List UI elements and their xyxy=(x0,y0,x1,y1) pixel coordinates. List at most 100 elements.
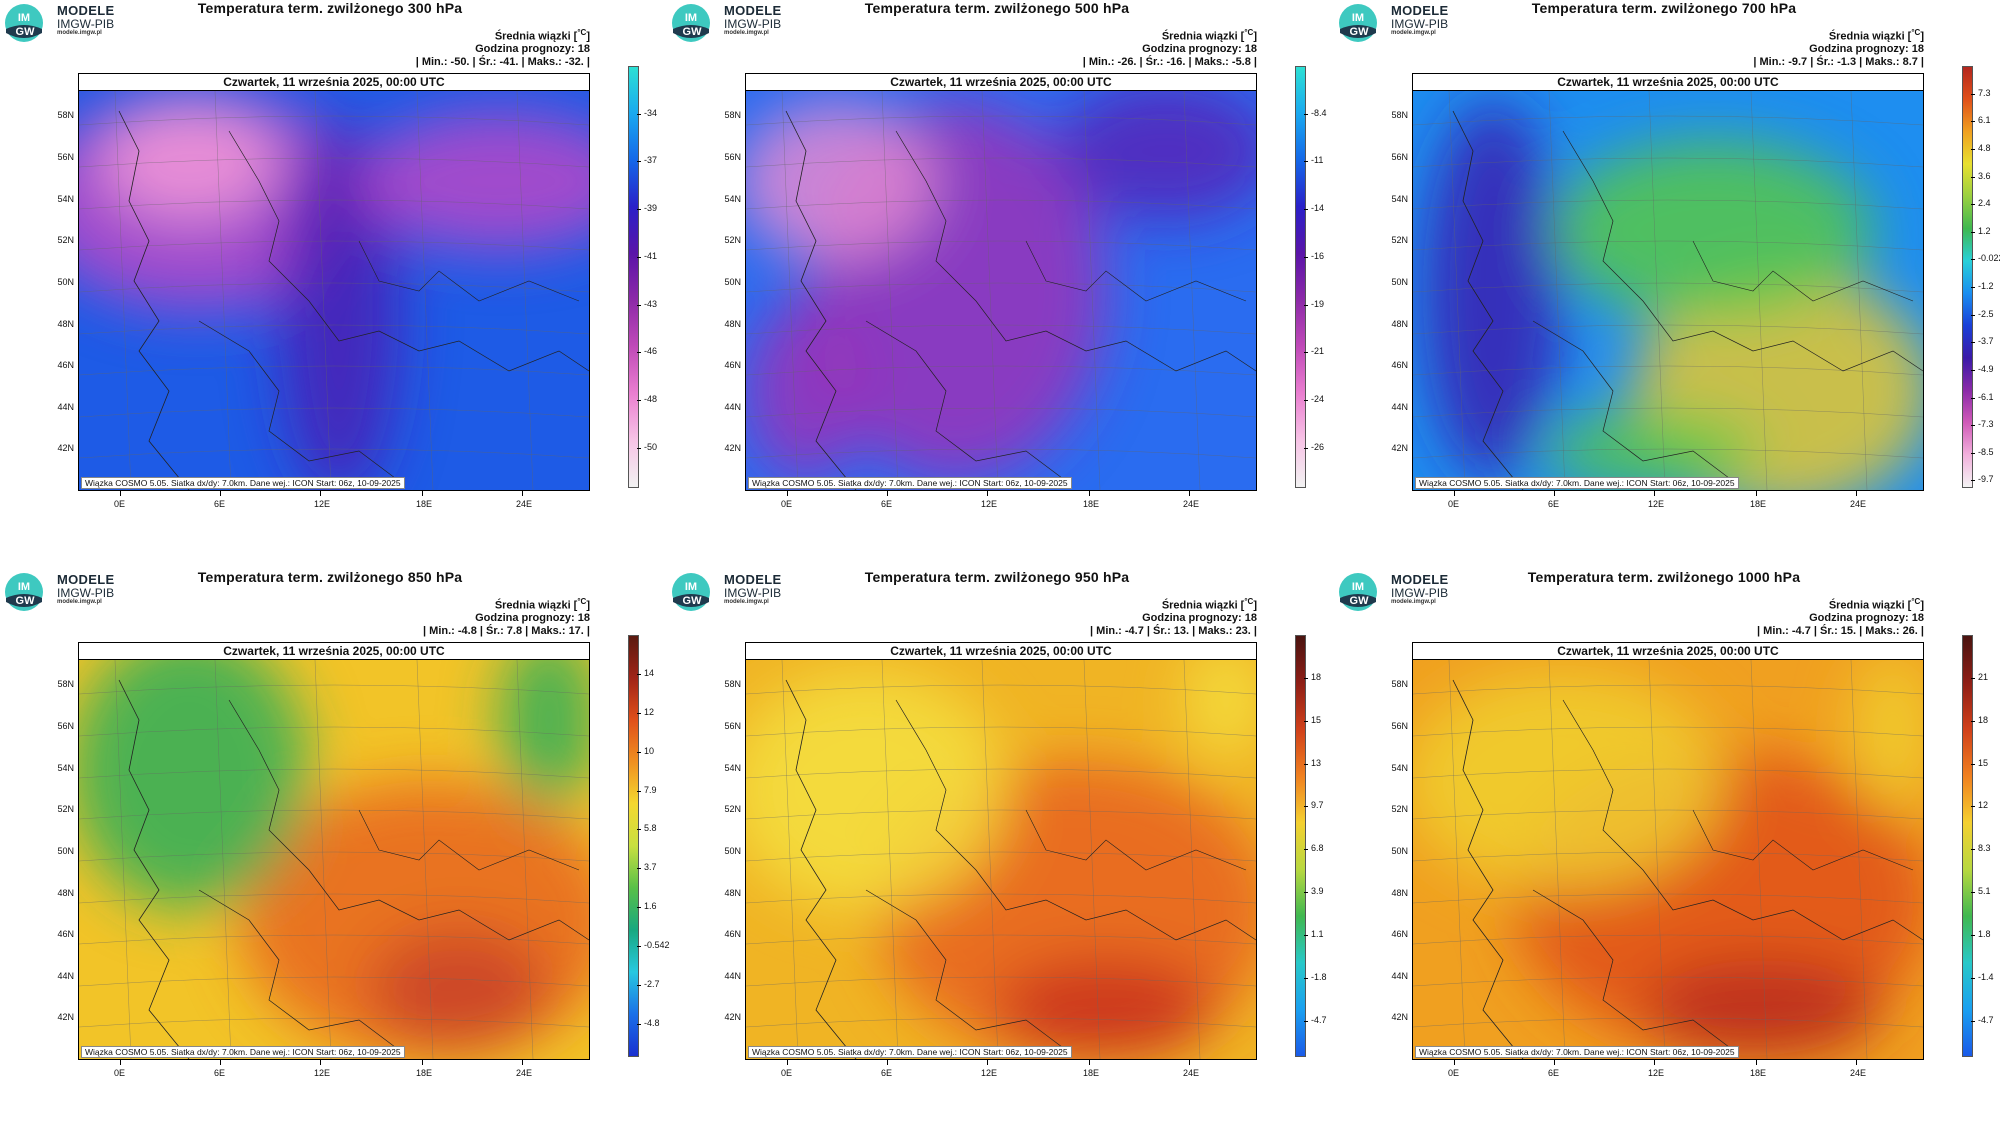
longitude-label: 24E xyxy=(1183,1068,1200,1078)
brand-name: MODELE xyxy=(57,572,115,587)
colorbar-label: 7.9 xyxy=(644,784,657,795)
brand-block: MODELE IMGW-PIB modele.imgw.pl xyxy=(724,4,781,37)
colorbar-label: -7.3 xyxy=(1978,419,1994,430)
model-footer: Wiązka COSMO 5.05. Siatka dx/dy: 7.0km. … xyxy=(748,1046,1072,1058)
latitude-label: 44N xyxy=(57,971,74,981)
temperature-field-map[interactable] xyxy=(79,660,589,1059)
date-bar: Czwartek, 11 września 2025, 00:00 UTC xyxy=(79,643,589,660)
forecast-panel: IM GW MODELE IMGW-PIB modele.imgw.pl Temperat… xyxy=(667,0,1333,568)
latitude-label: 44N xyxy=(57,402,74,412)
colorbar-tick xyxy=(637,113,641,115)
colorbar-tick xyxy=(637,868,641,870)
temperature-field-map[interactable] xyxy=(746,660,1256,1059)
forecast-hour: Godzina prognozy: 18 xyxy=(1142,612,1257,625)
longitude-label: 24E xyxy=(1183,499,1200,509)
temperature-field-map[interactable] xyxy=(746,91,1256,490)
colorbar-label: -46 xyxy=(644,346,658,357)
latitude-label: 44N xyxy=(1391,402,1408,412)
longitude-label: 6E xyxy=(214,499,226,509)
brand-block: MODELE IMGW-PIB modele.imgw.pl xyxy=(724,573,781,606)
colorbar-label: -37 xyxy=(644,155,658,166)
brand-url: modele.imgw.pl xyxy=(57,30,102,37)
longitude-label: 6E xyxy=(881,499,893,509)
latitude-label: 52N xyxy=(1391,804,1408,814)
colorbar-tick xyxy=(1304,447,1308,449)
temperature-field-map[interactable] xyxy=(1413,91,1923,490)
latitude-label: 54N xyxy=(724,194,741,204)
panel-title: Temperatura term. zwilżonego 850 hPa xyxy=(197,569,463,585)
brand-block: MODELE IMGW-PIB modele.imgw.pl xyxy=(1391,573,1448,606)
colorbar-tick xyxy=(1304,113,1308,115)
longitude-label: 12E xyxy=(981,499,998,509)
min-mean-max: | Min.: -4.7 | Śr.: 13. | Maks.: 23. | xyxy=(1090,624,1257,637)
imgw-logo-icon: IM GW xyxy=(672,4,710,42)
colorbar-tick xyxy=(1971,148,1975,150)
latitude-label: 52N xyxy=(724,804,741,814)
colorbar-label: -24 xyxy=(1311,394,1325,405)
latitude-label: 52N xyxy=(57,804,74,814)
mean-label-suffix: ] xyxy=(1920,30,1924,43)
colorbar-label: -8.4 xyxy=(1311,107,1327,118)
colorbar-label: -16 xyxy=(1311,250,1325,261)
longitude-label: 0E xyxy=(781,1068,793,1078)
map-frame[interactable]: Czwartek, 11 września 2025, 00:00 UTC Wią… xyxy=(745,73,1257,491)
colorbar-tick xyxy=(1304,806,1308,808)
latitude-label: 54N xyxy=(1391,763,1408,773)
stats-block: Średnia wiązki [°C] Godzina prognozy: 18 |… xyxy=(1083,28,1257,69)
latitude-label: 42N xyxy=(724,443,741,453)
model-footer: Wiązka COSMO 5.05. Siatka dx/dy: 7.0km. … xyxy=(748,477,1072,489)
colorbar-label: -39 xyxy=(644,203,658,214)
latitude-label: 58N xyxy=(724,110,741,120)
mean-label-prefix: Średnia wiązki [ xyxy=(494,599,578,612)
longitude-label: 12E xyxy=(981,1068,998,1078)
colorbar-label: 18 xyxy=(1978,714,1989,725)
map-frame[interactable]: Czwartek, 11 września 2025, 00:00 UTC Wią… xyxy=(78,642,590,1060)
temperature-field-map[interactable] xyxy=(79,91,589,490)
longitude-label: 18E xyxy=(1750,1068,1767,1078)
svg-text:IM: IM xyxy=(685,581,697,593)
colorbar-label: 3.6 xyxy=(1978,170,1991,181)
colorbar-tick xyxy=(637,829,641,831)
colorbar-label: 8.3 xyxy=(1978,843,1991,854)
longitude-label: 0E xyxy=(114,1068,126,1078)
longitude-tick xyxy=(787,1059,788,1065)
temperature-field-map[interactable] xyxy=(1413,660,1923,1059)
date-bar: Czwartek, 11 września 2025, 00:00 UTC xyxy=(746,74,1256,91)
colorbar-tick xyxy=(1971,176,1975,178)
map-frame[interactable]: Czwartek, 11 września 2025, 00:00 UTC Wią… xyxy=(1412,73,1924,491)
longitude-tick xyxy=(1856,1059,1857,1065)
colorbar-tick xyxy=(1304,977,1308,979)
longitude-tick xyxy=(422,490,423,496)
colorbar-tick xyxy=(1971,204,1975,206)
forecast-panel: IM GW MODELE IMGW-PIB modele.imgw.pl Temperat… xyxy=(0,0,666,568)
colorbar-tick xyxy=(637,907,641,909)
colorbar xyxy=(1962,66,1973,488)
longitude-label: 6E xyxy=(1548,499,1560,509)
latitude-label: 50N xyxy=(724,277,741,287)
map-frame[interactable]: Czwartek, 11 września 2025, 00:00 UTC Wią… xyxy=(78,73,590,491)
forecast-hour: Godzina prognozy: 18 xyxy=(475,612,590,625)
min-mean-max: | Min.: -4.7 | Śr.: 15. | Maks.: 26. | xyxy=(1757,624,1924,637)
map-frame[interactable]: Czwartek, 11 września 2025, 00:00 UTC Wią… xyxy=(1412,642,1924,1060)
colorbar-tick xyxy=(1971,763,1975,765)
latitude-label: 48N xyxy=(724,319,741,329)
latitude-label: 50N xyxy=(57,846,74,856)
longitude-tick xyxy=(1189,490,1190,496)
latitude-label: 56N xyxy=(724,152,741,162)
latitude-label: 42N xyxy=(1391,1012,1408,1022)
longitude-tick xyxy=(1654,490,1655,496)
brand-org: IMGW-PIB xyxy=(724,585,782,600)
latitude-label: 58N xyxy=(1391,110,1408,120)
min-mean-max: | Min.: -26. | Śr.: -16. | Maks.: -5.8 | xyxy=(1082,55,1257,68)
longitude-tick xyxy=(1756,1059,1757,1065)
colorbar xyxy=(1962,635,1973,1057)
colorbar-label: 4.8 xyxy=(1978,142,1991,153)
mean-label-prefix: Średnia wiązki [ xyxy=(494,30,578,43)
map-frame[interactable]: Czwartek, 11 września 2025, 00:00 UTC Wią… xyxy=(745,642,1257,1060)
brand-block: MODELE IMGW-PIB modele.imgw.pl xyxy=(57,573,114,606)
brand-url: modele.imgw.pl xyxy=(1391,30,1436,37)
latitude-label: 52N xyxy=(724,235,741,245)
colorbar-label: 5.1 xyxy=(1978,886,1991,897)
stats-block: Średnia wiązki [°C] Godzina prognozy: 18 |… xyxy=(423,597,590,638)
colorbar-label: -4.7 xyxy=(1978,1014,1994,1025)
